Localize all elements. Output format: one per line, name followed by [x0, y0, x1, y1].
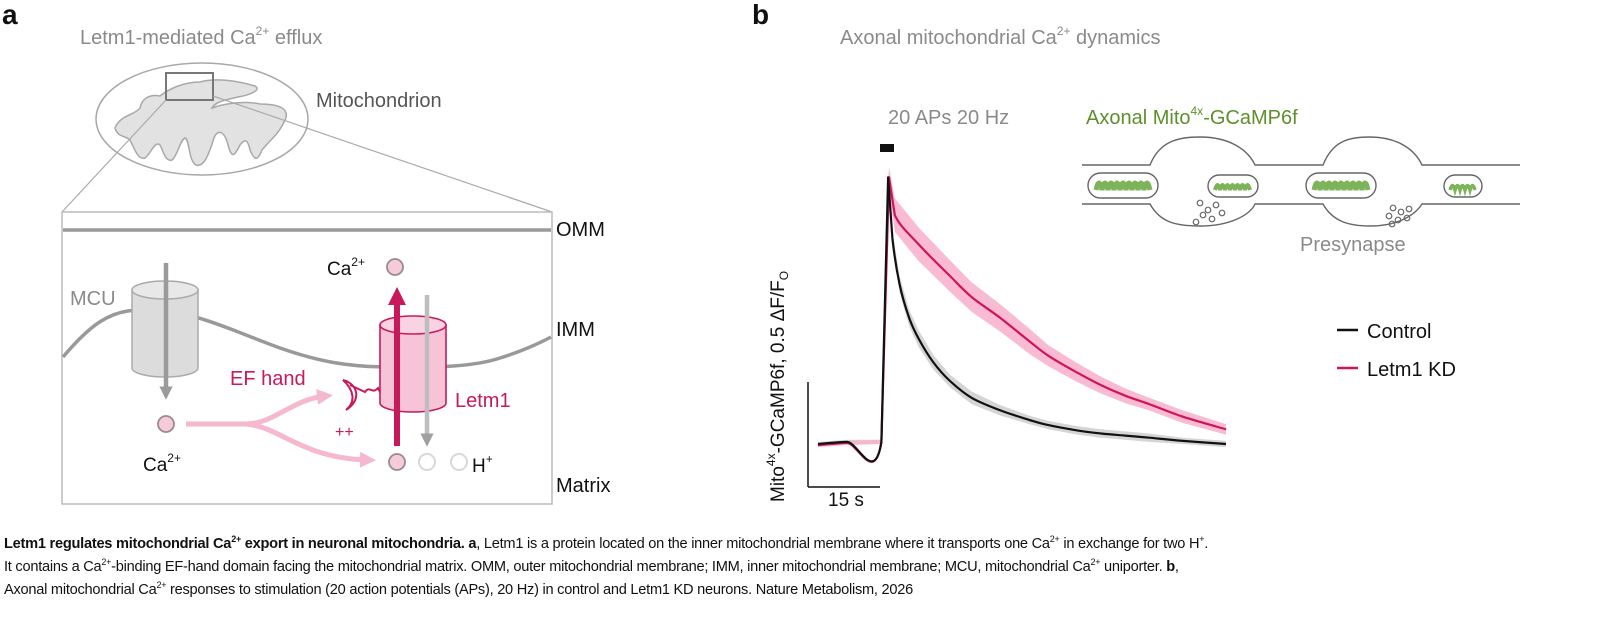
- legend-label-control: Control: [1367, 321, 1431, 343]
- error-band-letm1-kd: [818, 166, 1226, 448]
- panel-a-label: a: [2, 0, 18, 30]
- panel-b-title: Axonal mitochondrial Ca2+ dynamics: [840, 24, 1161, 49]
- caption-superscript: 2+: [1090, 557, 1101, 568]
- plus-label: ++: [335, 424, 354, 441]
- caption-superscript: 2+: [156, 580, 167, 591]
- caption-text: responses to stimulation (20 action pote…: [166, 582, 913, 598]
- proton-1: [418, 453, 436, 471]
- figure-caption: Letm1 regulates mitochondrial Ca2+ expor…: [4, 533, 1208, 602]
- panel-b: b Axonal mitochondrial Ca2+ dynamics 20 …: [752, 0, 1520, 511]
- calcium-trace-chart: [817, 166, 1227, 463]
- calcium-ion-matrix: [388, 453, 406, 471]
- mcu-label: MCU: [70, 288, 116, 310]
- proton-2: [450, 453, 468, 471]
- inset-title: Axonal Mito4x-GCaMP6f: [1086, 104, 1298, 129]
- calcium-ion-exported: [386, 258, 404, 276]
- caption-text: in exchange for two H: [1059, 536, 1200, 552]
- caption-text: .: [1204, 536, 1209, 552]
- caption-text: b: [1166, 559, 1175, 575]
- stimulus-bar: [880, 144, 894, 152]
- x-scale-label: 15 s: [828, 490, 864, 511]
- matrix-label: Matrix: [556, 475, 610, 497]
- y-axis-label: Mito4x-GCaMP6f, 0.5 ΔF/FO: [764, 271, 791, 502]
- ca-left-label: Ca2+: [143, 451, 181, 476]
- legend-label-letm1-kd: Letm1 KD: [1367, 359, 1456, 381]
- panel-a-title: Letm1-mediated Ca2+ efflux: [80, 24, 322, 49]
- panel-b-label: b: [752, 0, 769, 30]
- calcium-ion: [157, 415, 175, 433]
- caption-text: ,: [1174, 559, 1179, 575]
- caption-superscript: 2+: [231, 534, 241, 545]
- mcu-channel: [131, 263, 199, 400]
- ef-hand-icon: [342, 379, 383, 411]
- ca-top-label: Ca2+: [327, 255, 365, 280]
- caption-superscript: 2+: [1049, 534, 1060, 545]
- mitochondrion-label: Mitochondrion: [316, 90, 442, 112]
- caption-text: , Letm1 is a protein located on the inne…: [476, 536, 1050, 552]
- legend: Control Letm1 KD: [1337, 321, 1456, 381]
- stimulus-label: 20 APs 20 Hz: [888, 107, 1009, 129]
- caption-text: Letm1 regulates mitochondrial Ca: [4, 536, 232, 552]
- imm-label: IMM: [556, 319, 595, 341]
- caption-text: Axonal mitochondrial Ca: [4, 582, 157, 598]
- mitochondrion-overview: [61, 62, 553, 213]
- caption-text: It contains a Ca: [4, 559, 102, 575]
- letm1-channel: [379, 287, 447, 447]
- caption-superscript: 2+: [101, 557, 112, 568]
- panel-a: a Letm1-mediated Ca2+ efflux Mitochondri…: [2, 0, 610, 505]
- caption-superscript: +: [1199, 534, 1205, 545]
- caption-text: uniporter.: [1100, 559, 1167, 575]
- h-label: H+: [472, 452, 493, 477]
- caption-line: It contains a Ca2+-binding EF-hand domai…: [4, 556, 1208, 579]
- omm-label: OMM: [556, 219, 605, 241]
- caption-text: -binding EF-hand domain facing the mitoc…: [111, 559, 1091, 575]
- caption-line: Axonal mitochondrial Ca2+ responses to s…: [4, 579, 1208, 602]
- caption-text: export in neuronal mitochondria. a: [240, 536, 477, 552]
- trace-control: [817, 176, 1227, 463]
- axon-presynapse-diagram: [1082, 136, 1520, 228]
- letm1-label: Letm1: [455, 390, 511, 412]
- caption-line: Letm1 regulates mitochondrial Ca2+ expor…: [4, 533, 1208, 556]
- trace-letm1-kd: [817, 176, 1227, 463]
- presynapse-label: Presynapse: [1300, 234, 1406, 256]
- calcium-flow-arrows: [186, 388, 376, 468]
- ef-hand-label: EF hand: [230, 368, 306, 390]
